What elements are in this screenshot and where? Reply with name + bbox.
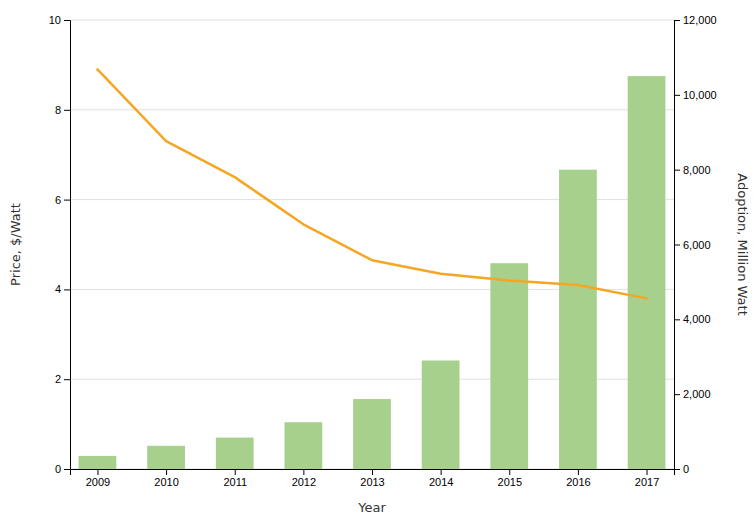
tick: 4,000	[674, 313, 711, 325]
tick: 2010	[154, 469, 178, 488]
x-axis: 2009 2010 2011 2012 2013 2014 2015 2016 2017	[71, 469, 675, 488]
chart: 2009 2010 2011 2012 2013 2014 2015 2016 2017 0 2 4 6…	[0, 0, 754, 524]
tick-mark	[674, 20, 680, 21]
tick: 12,000	[674, 14, 717, 26]
bars	[79, 76, 666, 469]
tick-mark	[674, 170, 680, 171]
tick-mark	[64, 469, 70, 470]
bar	[628, 76, 666, 469]
tick-mark	[647, 469, 648, 475]
bar	[422, 360, 460, 469]
tick-mark	[97, 469, 98, 475]
tick-mark	[578, 469, 579, 475]
tick: 2011	[223, 469, 247, 488]
axis-domain	[71, 470, 675, 476]
tick: 2015	[498, 469, 522, 488]
x-axis-title: Year	[357, 500, 386, 515]
tick: 10,000	[674, 89, 717, 101]
tick: 8,000	[674, 164, 711, 176]
tick-label: 2	[55, 373, 61, 385]
bar	[353, 399, 391, 469]
tick-label: 2013	[360, 476, 384, 488]
bar	[490, 263, 528, 469]
tick: 2009	[86, 469, 110, 488]
tick-label: 2012	[292, 476, 316, 488]
tick: 0	[674, 463, 689, 475]
tick-label: 4,000	[683, 313, 711, 325]
tick-mark	[674, 95, 680, 96]
tick-label: 8,000	[683, 164, 711, 176]
tick-label: 8	[55, 104, 61, 116]
tick: 2012	[292, 469, 316, 488]
y2-axis: 0 2,000 4,000 6,000 8,000 10,000 12,000	[674, 14, 717, 475]
tick-mark	[64, 379, 70, 380]
grid-line	[70, 20, 674, 21]
tick-mark	[235, 469, 236, 475]
tick-mark	[674, 394, 680, 395]
tick: 2,000	[674, 388, 711, 400]
tick-mark	[303, 469, 304, 475]
tick-mark	[674, 319, 680, 320]
tick-mark	[441, 469, 442, 475]
tick-label: 2015	[498, 476, 522, 488]
tick: 4	[55, 283, 70, 295]
tick-label: 2010	[154, 476, 178, 488]
tick-label: 2009	[86, 476, 110, 488]
tick-mark	[64, 289, 70, 290]
tick-label: 0	[55, 463, 61, 475]
tick-mark	[166, 469, 167, 475]
tick-label: 2,000	[683, 388, 711, 400]
tick-label: 0	[683, 463, 689, 475]
plot: 2009 2010 2011 2012 2013 2014 2015 2016 2017 0 2 4 6…	[49, 14, 717, 488]
tick: 6	[55, 194, 70, 206]
tick: 10	[49, 14, 70, 26]
tick-mark	[509, 469, 510, 475]
line	[97, 69, 646, 298]
axis-domain	[675, 21, 681, 470]
axis-domain	[64, 21, 71, 470]
bar	[284, 422, 322, 469]
bar	[216, 438, 254, 469]
tick-label: 2011	[223, 476, 247, 488]
tick-mark	[674, 245, 680, 246]
tick-label: 10	[49, 14, 61, 26]
tick-label: 2014	[429, 476, 453, 488]
tick: 2	[55, 373, 70, 385]
tick-label: 12,000	[683, 14, 717, 26]
tick-mark	[372, 469, 373, 475]
tick-label: 6	[55, 194, 61, 206]
tick-label: 10,000	[683, 89, 717, 101]
tick: 2017	[635, 469, 659, 488]
tick-label: 4	[55, 283, 61, 295]
tick-mark	[64, 20, 70, 21]
grid	[70, 20, 674, 469]
tick: 0	[55, 463, 70, 475]
grid-line	[70, 109, 674, 110]
tick: 2014	[429, 469, 453, 488]
tick: 2016	[566, 469, 590, 488]
bar	[559, 170, 597, 469]
tick: 8	[55, 104, 70, 116]
tick: 2013	[360, 469, 384, 488]
tick-label: 2017	[635, 476, 659, 488]
bar	[79, 456, 117, 469]
tick-label: 6,000	[683, 239, 711, 251]
y-axis: 0 2 4 6 8 10	[49, 14, 71, 475]
tick-mark	[674, 469, 680, 470]
tick-mark	[64, 200, 70, 201]
tick-mark	[64, 110, 70, 111]
y2-axis-title: Adoption, Million Watt	[735, 173, 750, 315]
y-axis-title: Price, $/Watt	[8, 203, 23, 286]
marks	[79, 69, 666, 469]
tick-label: 2016	[566, 476, 590, 488]
tick: 6,000	[674, 239, 711, 251]
bar	[147, 446, 185, 469]
